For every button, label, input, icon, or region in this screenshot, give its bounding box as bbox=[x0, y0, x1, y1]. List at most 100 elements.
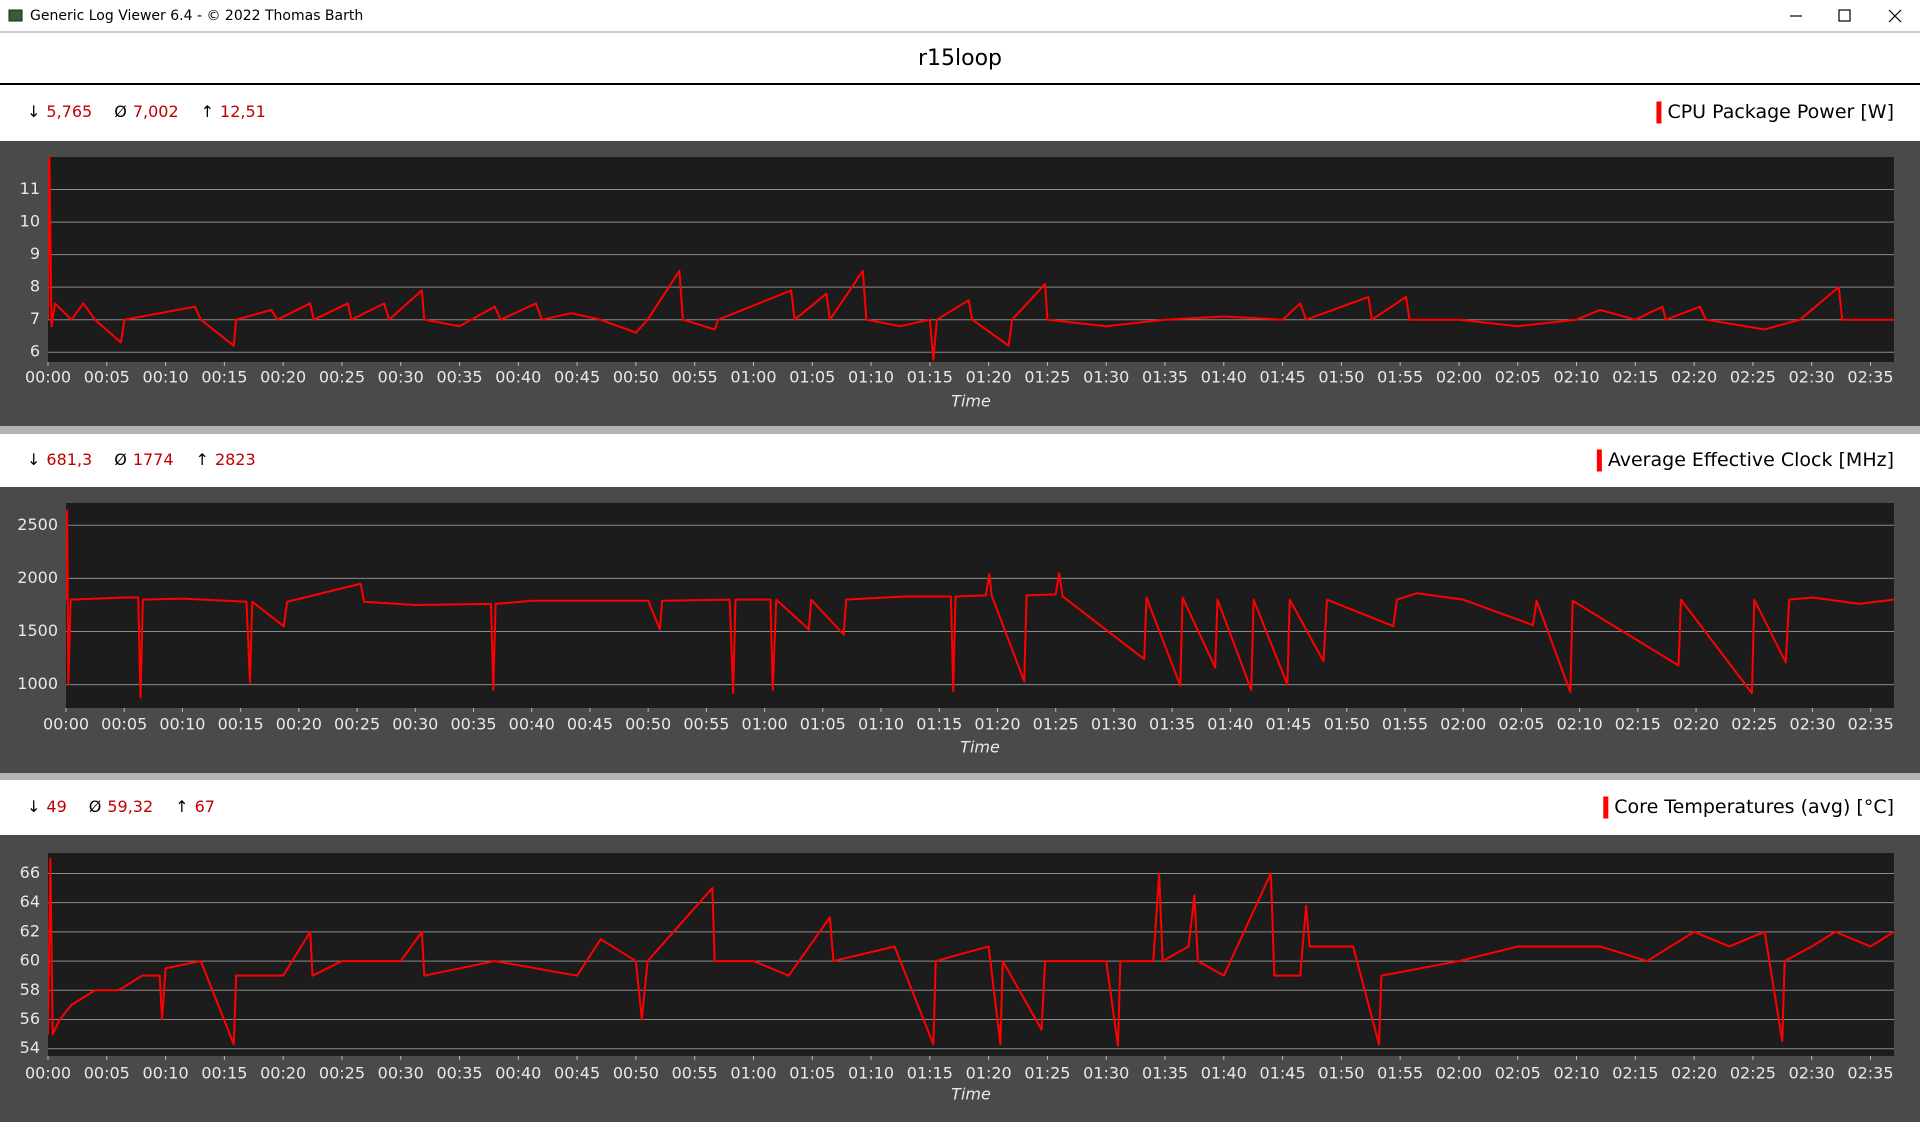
x-tick-label: 01:25 bbox=[1033, 715, 1079, 734]
stat-value: 67 bbox=[195, 797, 215, 816]
x-tick-label: 01:55 bbox=[1382, 715, 1428, 734]
plot-area bbox=[48, 157, 1894, 362]
y-tick-label: 60 bbox=[20, 951, 40, 970]
x-tick-label: 01:00 bbox=[730, 368, 776, 387]
x-axis-label: Time bbox=[960, 738, 1000, 757]
data-line bbox=[48, 857, 1894, 1047]
close-button[interactable] bbox=[1888, 9, 1902, 23]
x-tick-label: 01:45 bbox=[1260, 368, 1306, 387]
x-tick-label: 00:15 bbox=[201, 368, 247, 387]
x-tick-label: 02:25 bbox=[1730, 1064, 1776, 1083]
panel-separator bbox=[0, 426, 1920, 434]
chart-header bbox=[0, 781, 1920, 835]
x-tick-label: 02:15 bbox=[1612, 1064, 1658, 1083]
x-tick-label: 01:15 bbox=[916, 715, 962, 734]
data-line bbox=[66, 509, 1894, 699]
x-tick-label: 02:20 bbox=[1673, 715, 1719, 734]
x-tick-label: 00:20 bbox=[276, 715, 322, 734]
x-tick-label: 00:10 bbox=[159, 715, 205, 734]
x-tick-label: 01:10 bbox=[858, 715, 904, 734]
stat-value: 12,51 bbox=[220, 102, 266, 121]
x-tick-label: 00:00 bbox=[25, 1064, 71, 1083]
stat-symbol: ↑ bbox=[201, 102, 214, 121]
x-tick-label: 00:10 bbox=[143, 1064, 189, 1083]
legend-swatch bbox=[1596, 449, 1602, 472]
x-tick-label: 02:00 bbox=[1436, 1064, 1482, 1083]
chart-title: r15loop bbox=[918, 46, 1002, 71]
x-tick-label: 01:50 bbox=[1324, 715, 1370, 734]
plot-area bbox=[66, 503, 1894, 708]
y-tick-label: 11 bbox=[20, 179, 40, 198]
x-tick-label: 02:00 bbox=[1436, 368, 1482, 387]
x-tick-label: 00:50 bbox=[613, 1064, 659, 1083]
x-tick-label: 00:50 bbox=[625, 715, 671, 734]
y-tick-label: 1000 bbox=[17, 674, 58, 693]
y-tick-label: 6 bbox=[30, 342, 40, 361]
maximize-button[interactable] bbox=[1838, 9, 1851, 22]
x-tick-label: 00:35 bbox=[436, 1064, 482, 1083]
x-tick-label: 01:20 bbox=[974, 715, 1020, 734]
x-tick-label: 01:50 bbox=[1318, 1064, 1364, 1083]
x-tick-label: 01:15 bbox=[907, 368, 953, 387]
x-tick-label: 01:40 bbox=[1201, 1064, 1247, 1083]
x-tick-label: 01:30 bbox=[1091, 715, 1137, 734]
x-tick-label: 00:55 bbox=[683, 715, 729, 734]
stat-value: 681,3 bbox=[46, 450, 92, 469]
x-tick-label: 00:45 bbox=[567, 715, 613, 734]
x-tick-label: 02:15 bbox=[1612, 368, 1658, 387]
x-tick-label: 00:05 bbox=[84, 1064, 130, 1083]
x-tick-label: 02:25 bbox=[1731, 715, 1777, 734]
window-title: Generic Log Viewer 6.4 - © 2022 Thomas B… bbox=[30, 8, 363, 24]
x-tick-label: 01:35 bbox=[1149, 715, 1195, 734]
stat-symbol: ↓ bbox=[27, 102, 40, 121]
x-tick-label: 00:00 bbox=[43, 715, 89, 734]
x-tick-label: 02:35 bbox=[1848, 715, 1894, 734]
x-tick-label: 00:10 bbox=[143, 368, 189, 387]
y-tick-label: 54 bbox=[20, 1038, 40, 1057]
x-tick-label: 01:25 bbox=[1024, 368, 1070, 387]
x-tick-label: 00:25 bbox=[319, 1064, 365, 1083]
legend-label: Core Temperatures (avg) [°C] bbox=[1614, 796, 1894, 818]
x-tick-label: 00:20 bbox=[260, 368, 306, 387]
x-tick-label: 00:45 bbox=[554, 1064, 600, 1083]
y-tick-label: 62 bbox=[20, 921, 40, 940]
x-tick-label: 00:55 bbox=[672, 368, 718, 387]
x-tick-label: 01:55 bbox=[1377, 368, 1423, 387]
x-tick-label: 02:10 bbox=[1557, 715, 1603, 734]
panel-separator bbox=[0, 773, 1920, 780]
y-tick-label: 2000 bbox=[17, 568, 58, 587]
x-tick-label: 02:10 bbox=[1553, 368, 1599, 387]
x-tick-label: 02:20 bbox=[1671, 368, 1717, 387]
app-icon bbox=[8, 9, 23, 22]
stat-symbol: Ø bbox=[89, 797, 102, 816]
stat-symbol: Ø bbox=[114, 450, 127, 469]
x-tick-label: 00:50 bbox=[613, 368, 659, 387]
y-tick-label: 1500 bbox=[17, 621, 58, 640]
stat-value: 5,765 bbox=[46, 102, 92, 121]
plot-area bbox=[48, 853, 1894, 1056]
x-tick-label: 01:10 bbox=[848, 368, 894, 387]
x-tick-label: 01:50 bbox=[1318, 368, 1364, 387]
stat-symbol: ↓ bbox=[27, 450, 40, 469]
x-tick-label: 01:00 bbox=[742, 715, 788, 734]
x-tick-label: 02:20 bbox=[1671, 1064, 1717, 1083]
x-tick-label: 00:55 bbox=[672, 1064, 718, 1083]
x-tick-label: 00:40 bbox=[509, 715, 555, 734]
x-tick-label: 01:20 bbox=[966, 1064, 1012, 1083]
stat-value: 1774 bbox=[133, 450, 174, 469]
x-tick-label: 01:00 bbox=[730, 1064, 776, 1083]
data-line bbox=[48, 157, 1894, 361]
stat-value: 59,32 bbox=[107, 797, 153, 816]
x-tick-label: 02:25 bbox=[1730, 368, 1776, 387]
x-tick-label: 01:10 bbox=[848, 1064, 894, 1083]
x-tick-label: 00:35 bbox=[436, 368, 482, 387]
x-axis-label: Time bbox=[951, 392, 991, 411]
x-tick-label: 00:40 bbox=[495, 368, 541, 387]
x-tick-label: 02:15 bbox=[1615, 715, 1661, 734]
stat-symbol: Ø bbox=[114, 102, 127, 121]
x-tick-label: 01:45 bbox=[1265, 715, 1311, 734]
x-tick-label: 02:05 bbox=[1498, 715, 1544, 734]
stat-value: 2823 bbox=[215, 450, 256, 469]
x-tick-label: 00:05 bbox=[84, 368, 130, 387]
